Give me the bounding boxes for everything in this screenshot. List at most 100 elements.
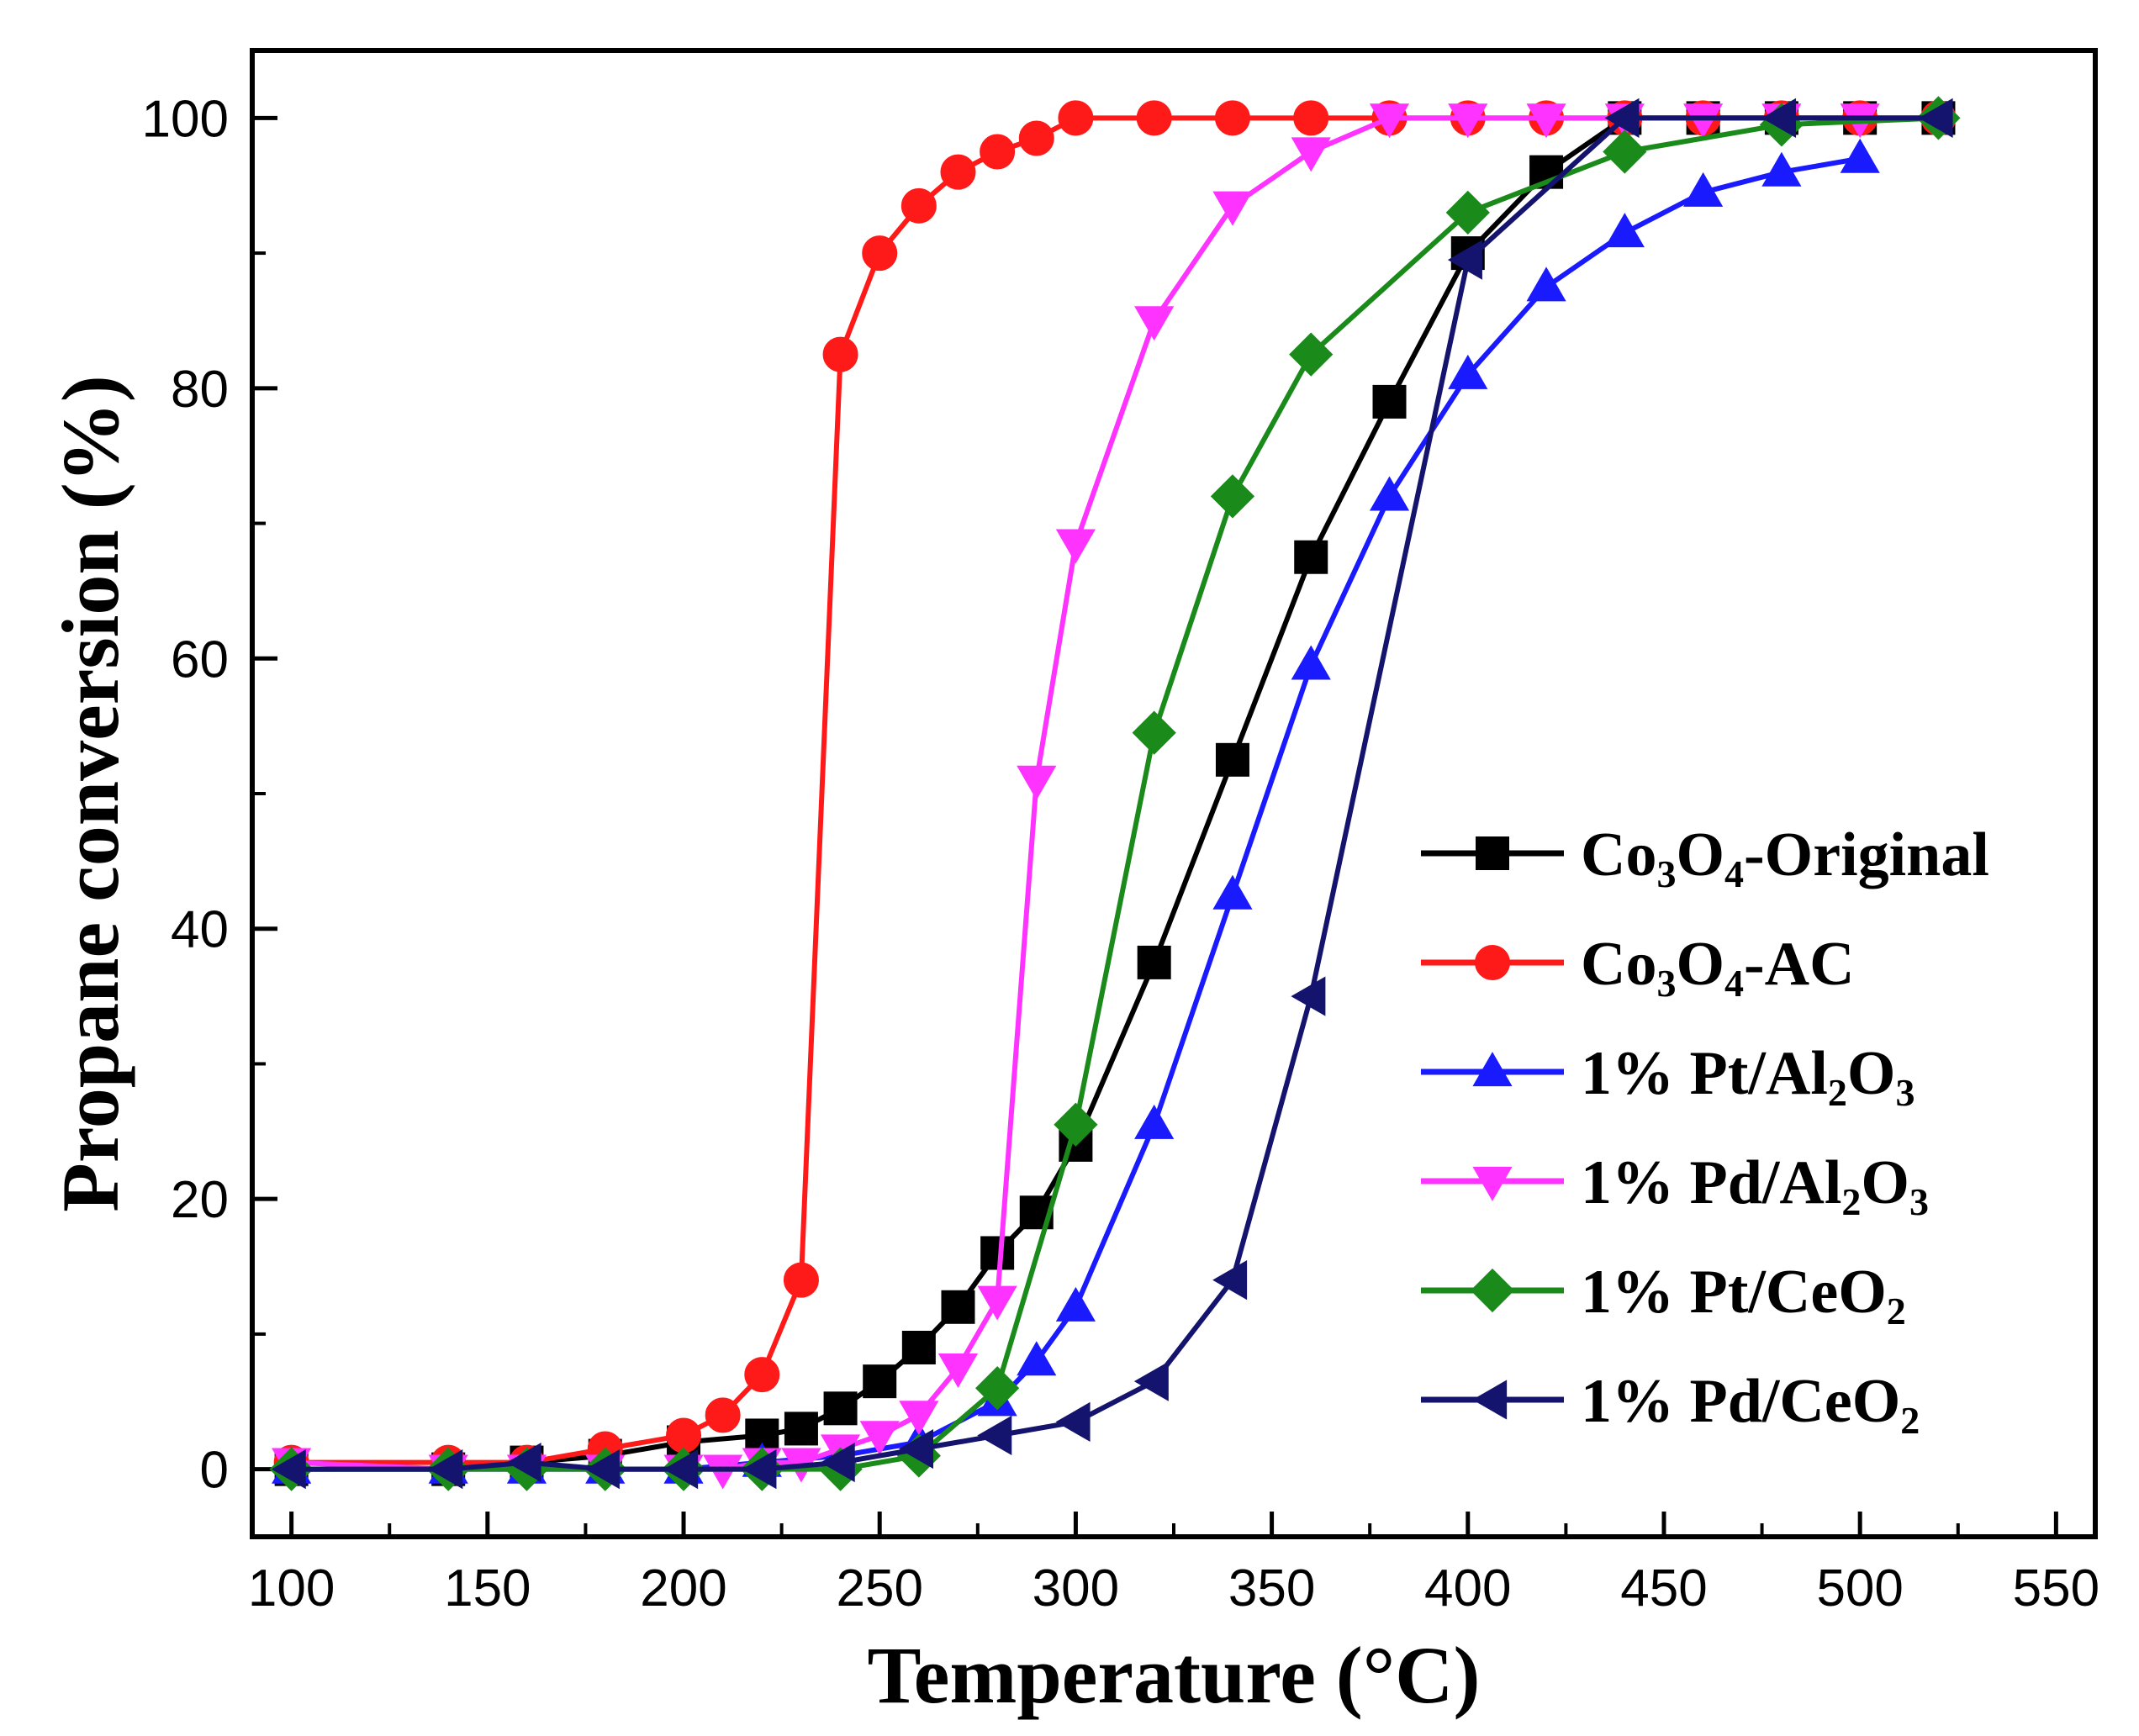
data-point: [1055, 1286, 1096, 1322]
data-point: [1215, 742, 1249, 777]
legend-marker: [1472, 1380, 1508, 1420]
legend-marker: [1472, 1052, 1513, 1087]
data-point: [899, 1401, 939, 1436]
data-point: [1293, 100, 1329, 136]
data-point: [1840, 138, 1880, 173]
data-point: [1291, 645, 1331, 680]
data-point: [1018, 120, 1054, 156]
data-point: [862, 235, 898, 272]
data-point: [705, 1397, 741, 1433]
data-point: [1294, 540, 1328, 574]
legend-item: Co3O4-Original: [1421, 821, 1989, 895]
x-axis-title: Temperature (°C): [868, 1630, 1481, 1720]
x-tick-label: 400: [1424, 1559, 1511, 1617]
data-point: [1136, 100, 1172, 136]
legend-item: 1% Pt/CeO2: [1421, 1258, 1906, 1332]
data-point: [901, 1330, 936, 1364]
data-point: [1132, 710, 1176, 755]
legend-item: 1% Pd/Al2O3: [1421, 1148, 1929, 1223]
data-point: [783, 1262, 819, 1298]
data-point: [822, 336, 858, 372]
data-point: [1448, 354, 1488, 389]
data-point: [1212, 191, 1253, 226]
legend: Co3O4-Original Co3O4-AC 1% Pt/Al2O3 1% Pd/A…: [1421, 821, 1989, 1442]
data-point: [1134, 306, 1175, 341]
data-point: [1055, 529, 1096, 564]
data-point: [1683, 171, 1724, 207]
data-point: [1369, 476, 1410, 511]
data-point: [1604, 213, 1645, 248]
legend-label: Co3O4-AC: [1581, 930, 1855, 1005]
y-tick-label: 0: [200, 1442, 229, 1500]
legend-item: 1% Pd/CeO2: [1421, 1367, 1920, 1442]
data-point: [1918, 98, 1953, 138]
data-point: [1289, 332, 1334, 377]
ticks-layer: 100 150 200 250 300 350 400 450 500 550 0 20 40 60 80 1…: [142, 90, 2100, 1617]
data-point: [1761, 98, 1797, 138]
data-point: [1603, 129, 1647, 174]
x-tick-label: 450: [1620, 1559, 1707, 1617]
legend-label: Co3O4-Original: [1581, 821, 1989, 895]
data-point: [941, 1290, 975, 1324]
data-point: [980, 134, 1016, 170]
data-point: [859, 1421, 900, 1456]
x-tick-label: 100: [248, 1559, 335, 1617]
x-tick-label: 350: [1228, 1559, 1315, 1617]
legend-marker: [1470, 1268, 1515, 1313]
data-point: [1604, 98, 1640, 138]
x-tick-label: 250: [836, 1559, 922, 1617]
data-point: [744, 1357, 780, 1393]
data-point: [1372, 384, 1407, 419]
data-point: [977, 1415, 1012, 1456]
legend-label: 1% Pd/CeO2: [1581, 1367, 1920, 1442]
data-point: [977, 1285, 1017, 1321]
data-point: [271, 1449, 306, 1490]
data-point: [742, 1449, 777, 1490]
data-point: [820, 1443, 855, 1483]
legend-label: 1% Pt/CeO2: [1581, 1258, 1906, 1332]
y-tick-label: 100: [142, 90, 229, 148]
data-point: [940, 154, 976, 190]
y-tick-label: 60: [171, 631, 229, 689]
legend-marker: [1476, 836, 1509, 870]
y-tick-label: 20: [171, 1171, 229, 1229]
data-point: [666, 1417, 702, 1454]
data-point: [863, 1364, 897, 1399]
data-point: [506, 1443, 541, 1483]
x-tick-label: 550: [2013, 1559, 2099, 1617]
data-point: [1058, 100, 1094, 136]
data-point: [1055, 1401, 1091, 1442]
x-tick-label: 300: [1033, 1559, 1119, 1617]
data-point: [1017, 1341, 1057, 1376]
legend-marker: [1472, 1166, 1513, 1201]
data-point: [784, 1411, 818, 1446]
data-point: [1291, 976, 1326, 1016]
data-point: [584, 1449, 620, 1490]
data-point: [937, 1353, 979, 1388]
data-point: [975, 1366, 1020, 1411]
legend-label: 1% Pt/Al2O3: [1581, 1039, 1915, 1114]
data-point: [1054, 1102, 1098, 1147]
data-point: [1212, 874, 1253, 910]
x-tick-label: 500: [1816, 1559, 1903, 1617]
data-point: [1448, 103, 1488, 139]
data-point: [428, 1449, 463, 1490]
series-layer: [269, 96, 1961, 1491]
data-point: [1212, 1260, 1248, 1301]
legend-item: 1% Pt/Al2O3: [1421, 1039, 1915, 1114]
data-point: [1526, 266, 1566, 302]
data-point: [1447, 240, 1482, 280]
legend-label: 1% Pd/Al2O3: [1581, 1148, 1929, 1223]
data-point: [980, 1236, 1015, 1270]
data-point: [663, 1449, 699, 1490]
data-point: [1369, 103, 1410, 139]
y-axis-title: Propane conversion (%): [45, 375, 135, 1211]
legend-marker: [1475, 945, 1510, 980]
data-point: [1210, 474, 1255, 519]
data-point: [1291, 137, 1331, 172]
data-point: [898, 1428, 934, 1470]
legend-item: Co3O4-AC: [1421, 930, 1855, 1005]
y-tick-label: 40: [171, 901, 229, 959]
